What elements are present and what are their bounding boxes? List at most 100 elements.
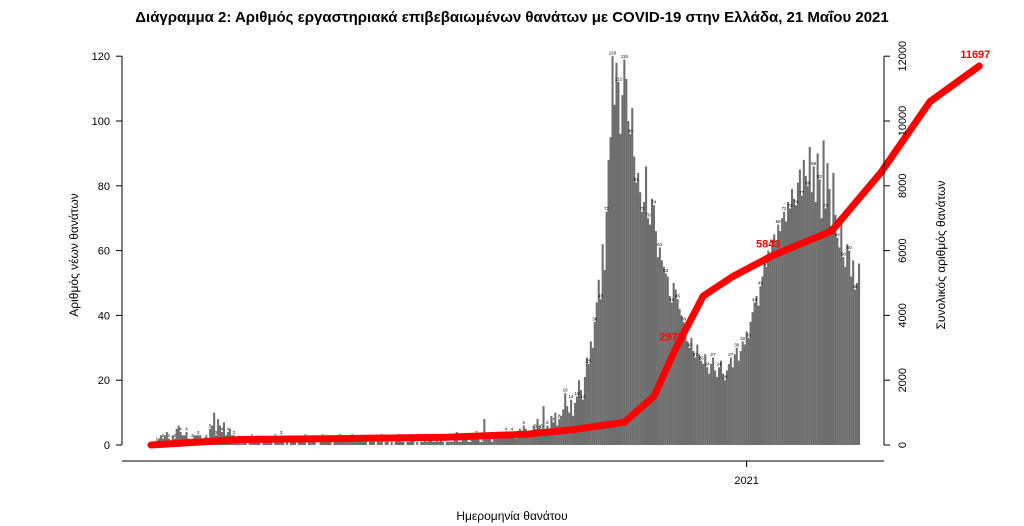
cumulative-line-layer: [147, 62, 983, 449]
bar: [579, 389, 583, 445]
bar: [577, 380, 581, 445]
bar: [585, 357, 588, 445]
bar: [540, 428, 543, 445]
bar: [398, 438, 401, 445]
bar: [674, 289, 677, 445]
bar-label: 3: [215, 430, 218, 435]
bar-label: 5: [540, 423, 543, 428]
bar: [323, 441, 326, 445]
bar-label: 119: [621, 54, 629, 59]
bar: [800, 195, 803, 445]
bar: [435, 438, 439, 445]
bar: [319, 441, 322, 445]
bar: [645, 166, 648, 446]
bar: [664, 273, 667, 445]
bar: [806, 185, 809, 446]
bar: [293, 441, 297, 445]
bar: [682, 321, 685, 445]
x-axis-label: Ημερομηνία θανάτου: [456, 509, 567, 523]
bar: [501, 435, 504, 445]
bar: [684, 331, 687, 445]
y-left-tick-label: 80: [98, 181, 110, 193]
bar-label: 48: [853, 284, 859, 289]
bar: [327, 441, 330, 445]
bar-label: 4: [505, 427, 508, 432]
bar: [759, 286, 762, 445]
bar: [781, 218, 784, 445]
bar-label: 2: [191, 433, 194, 438]
bar: [718, 367, 721, 445]
y-left-tick-label: 20: [98, 375, 110, 387]
bar-label: 60: [847, 245, 853, 250]
bar: [364, 441, 368, 445]
bar-label: 53: [663, 268, 669, 273]
bar: [777, 224, 780, 445]
bar: [313, 441, 316, 445]
bar: [625, 78, 628, 445]
bar: [355, 441, 358, 445]
y-right-tick-label: 4000: [897, 303, 909, 327]
bar: [656, 257, 659, 445]
bar: [213, 412, 216, 445]
bar-label: 38: [592, 316, 598, 321]
y-left-tick-label: 40: [98, 310, 110, 322]
bar: [814, 202, 817, 445]
bar: [779, 231, 782, 445]
bar-label: 80: [805, 180, 811, 185]
bar-label: 61: [657, 242, 663, 247]
bar: [422, 441, 425, 445]
bar: [850, 276, 853, 445]
y-right-tick-label: 2000: [897, 368, 909, 392]
bar: [570, 399, 573, 445]
bar: [297, 441, 300, 445]
bar: [516, 435, 519, 445]
bar-label: 120: [609, 51, 617, 56]
bar: [370, 441, 373, 445]
bar-label: 44: [752, 297, 758, 302]
bar-label: 30: [734, 342, 740, 347]
bar: [615, 62, 618, 446]
y-axis-left-label: Αριθμός νέων θανάτων: [67, 193, 81, 316]
y-right-tick-label: 0: [897, 442, 909, 448]
bar: [854, 289, 857, 445]
bar: [698, 354, 701, 445]
bar: [611, 56, 614, 445]
bar: [506, 438, 510, 445]
bar-label: 33: [746, 333, 752, 338]
bar: [428, 438, 431, 445]
bar: [672, 283, 675, 445]
bar: [692, 351, 695, 445]
bar-label: 27: [693, 352, 699, 357]
bar: [824, 208, 827, 445]
bar: [595, 302, 598, 445]
bar: [489, 435, 492, 445]
bar-label: 14: [580, 394, 586, 399]
bar: [262, 441, 265, 445]
bar: [445, 441, 448, 445]
bar: [581, 399, 584, 445]
bar: [266, 441, 269, 445]
bar: [852, 260, 855, 445]
bar: [386, 441, 389, 445]
bar: [840, 221, 843, 445]
bar: [643, 202, 646, 445]
bar: [631, 108, 634, 445]
bar-label: 112: [615, 77, 623, 82]
bar: [838, 247, 841, 445]
bar: [787, 202, 790, 445]
bar: [481, 441, 484, 445]
bar: [716, 376, 719, 445]
bar: [238, 441, 241, 445]
bar: [844, 266, 847, 445]
y-left-tick-label: 100: [92, 116, 110, 128]
bar: [282, 441, 285, 445]
bar: [163, 435, 166, 445]
bar: [179, 432, 182, 445]
bar: [290, 441, 293, 445]
bar: [635, 182, 638, 445]
bar-label: 68: [776, 219, 782, 224]
bar: [826, 163, 829, 445]
bar: [633, 156, 636, 445]
bar: [363, 441, 366, 445]
bar: [408, 441, 411, 445]
